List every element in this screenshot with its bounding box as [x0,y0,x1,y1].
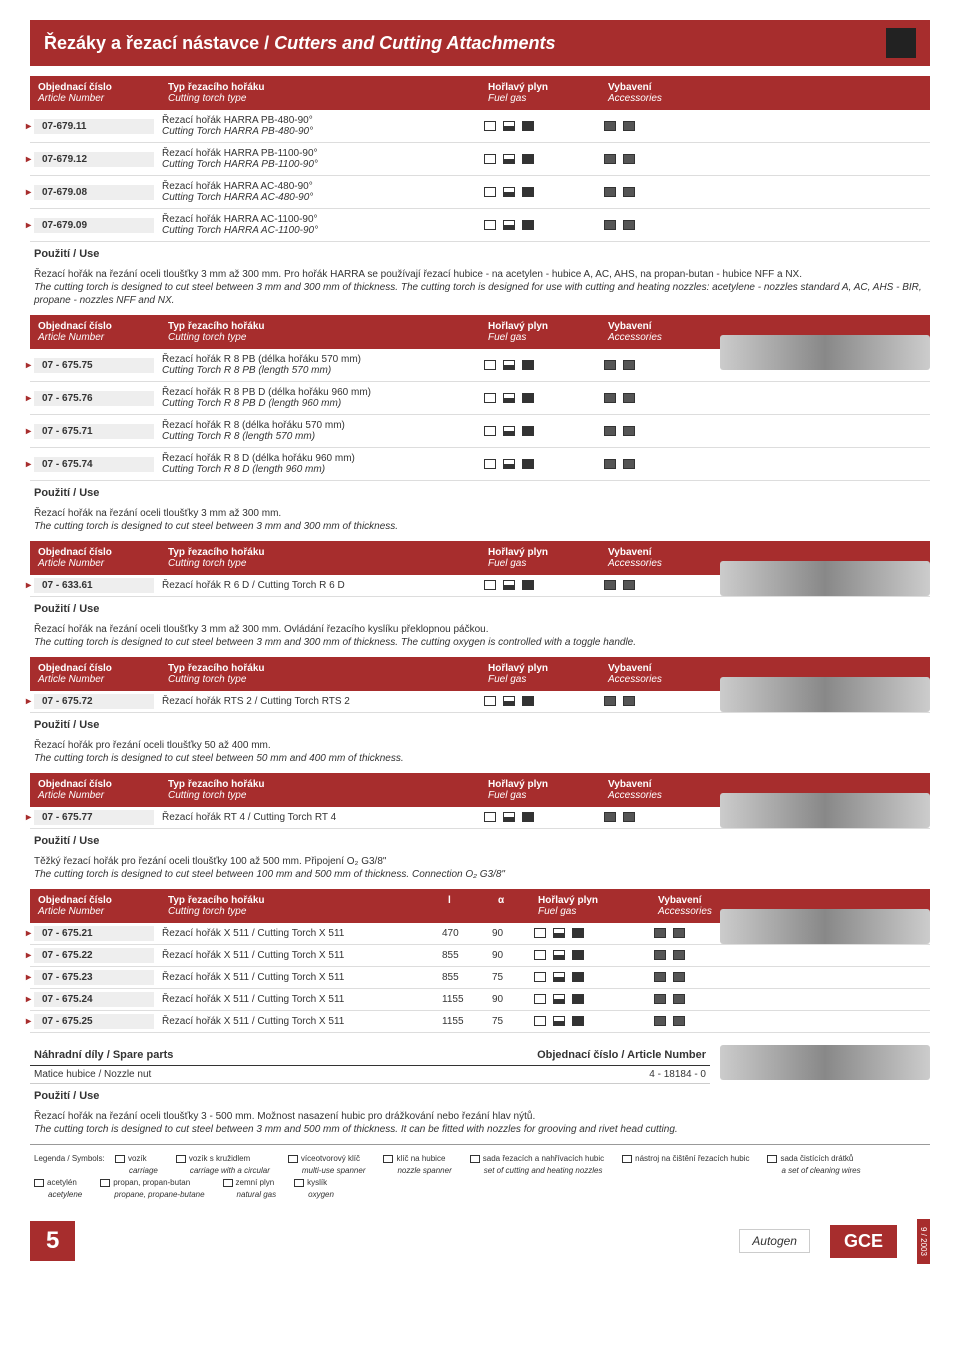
article-number: 07 - 675.75 [34,358,154,373]
article-number: 07-679.12 [34,152,154,167]
article-number: 07 - 675.72 [34,694,154,709]
table-row: 07-679.11 Řezací hořák HARRA PB-480-90°C… [30,110,930,143]
table-row: 07 - 675.22 Řezací hořák X 511 / Cutting… [30,945,930,967]
table-row: 07-679.12 Řezací hořák HARRA PB-1100-90°… [30,143,930,176]
table-row: 07 - 675.23 Řezací hořák X 511 / Cutting… [30,967,930,989]
product-image [720,1045,930,1080]
product-image [720,335,930,370]
table-row: 07 - 675.74 Řezací hořák R 8 D (délka ho… [30,448,930,481]
gce-logo: GCE [830,1225,897,1258]
article-number: 07 - 675.24 [34,992,154,1007]
article-number: 07 - 675.23 [34,970,154,985]
table-row: 07 - 675.25 Řezací hořák X 511 / Cutting… [30,1011,930,1033]
page-title: Řezáky a řezací nástavce / Cutters and C… [30,20,930,66]
page-footer: 5 Autogen GCE 9 / 2003 [30,1209,930,1274]
product-image [720,561,930,596]
table-row: 07 - 675.24 Řezací hořák X 511 / Cutting… [30,989,930,1011]
page-number: 5 [30,1221,75,1261]
article-number: 07-679.09 [34,218,154,233]
brand-logo: Autogen [739,1229,810,1253]
article-number: 07 - 675.76 [34,391,154,406]
product-image [720,677,930,712]
article-number: 07 - 633.61 [34,578,154,593]
article-number: 07 - 675.74 [34,457,154,472]
use-label: Použití / Use [30,242,930,266]
product-image [720,793,930,828]
article-number: 07-679.08 [34,185,154,200]
table-row: 07 - 675.71 Řezací hořák R 8 (délka hořá… [30,415,930,448]
article-number: 07 - 675.71 [34,424,154,439]
table-row: 07-679.09 Řezací hořák HARRA AC-1100-90°… [30,209,930,242]
spare-header: Náhradní díly / Spare partsObjednací čís… [30,1045,710,1066]
article-number: 07 - 675.22 [34,948,154,963]
table-row: 07 - 675.76 Řezací hořák R 8 PB D (délka… [30,382,930,415]
article-number: 07-679.11 [34,119,154,134]
article-number: 07 - 675.21 [34,926,154,941]
spare-row: Matice hubice / Nozzle nut4 - 18184 - 0 [30,1066,710,1084]
legend: Legenda / Symbols: vozíkcarriagevozík s … [30,1144,930,1209]
article-number: 07 - 675.77 [34,810,154,825]
table-row: 07-679.08 Řezací hořák HARRA AC-480-90°C… [30,176,930,209]
article-number: 07 - 675.25 [34,1014,154,1029]
date-label: 9 / 2003 [917,1219,930,1264]
header-icon [886,28,916,58]
table-header: Objednací čísloArticle Number Typ řezací… [30,76,930,110]
product-image [720,909,930,944]
